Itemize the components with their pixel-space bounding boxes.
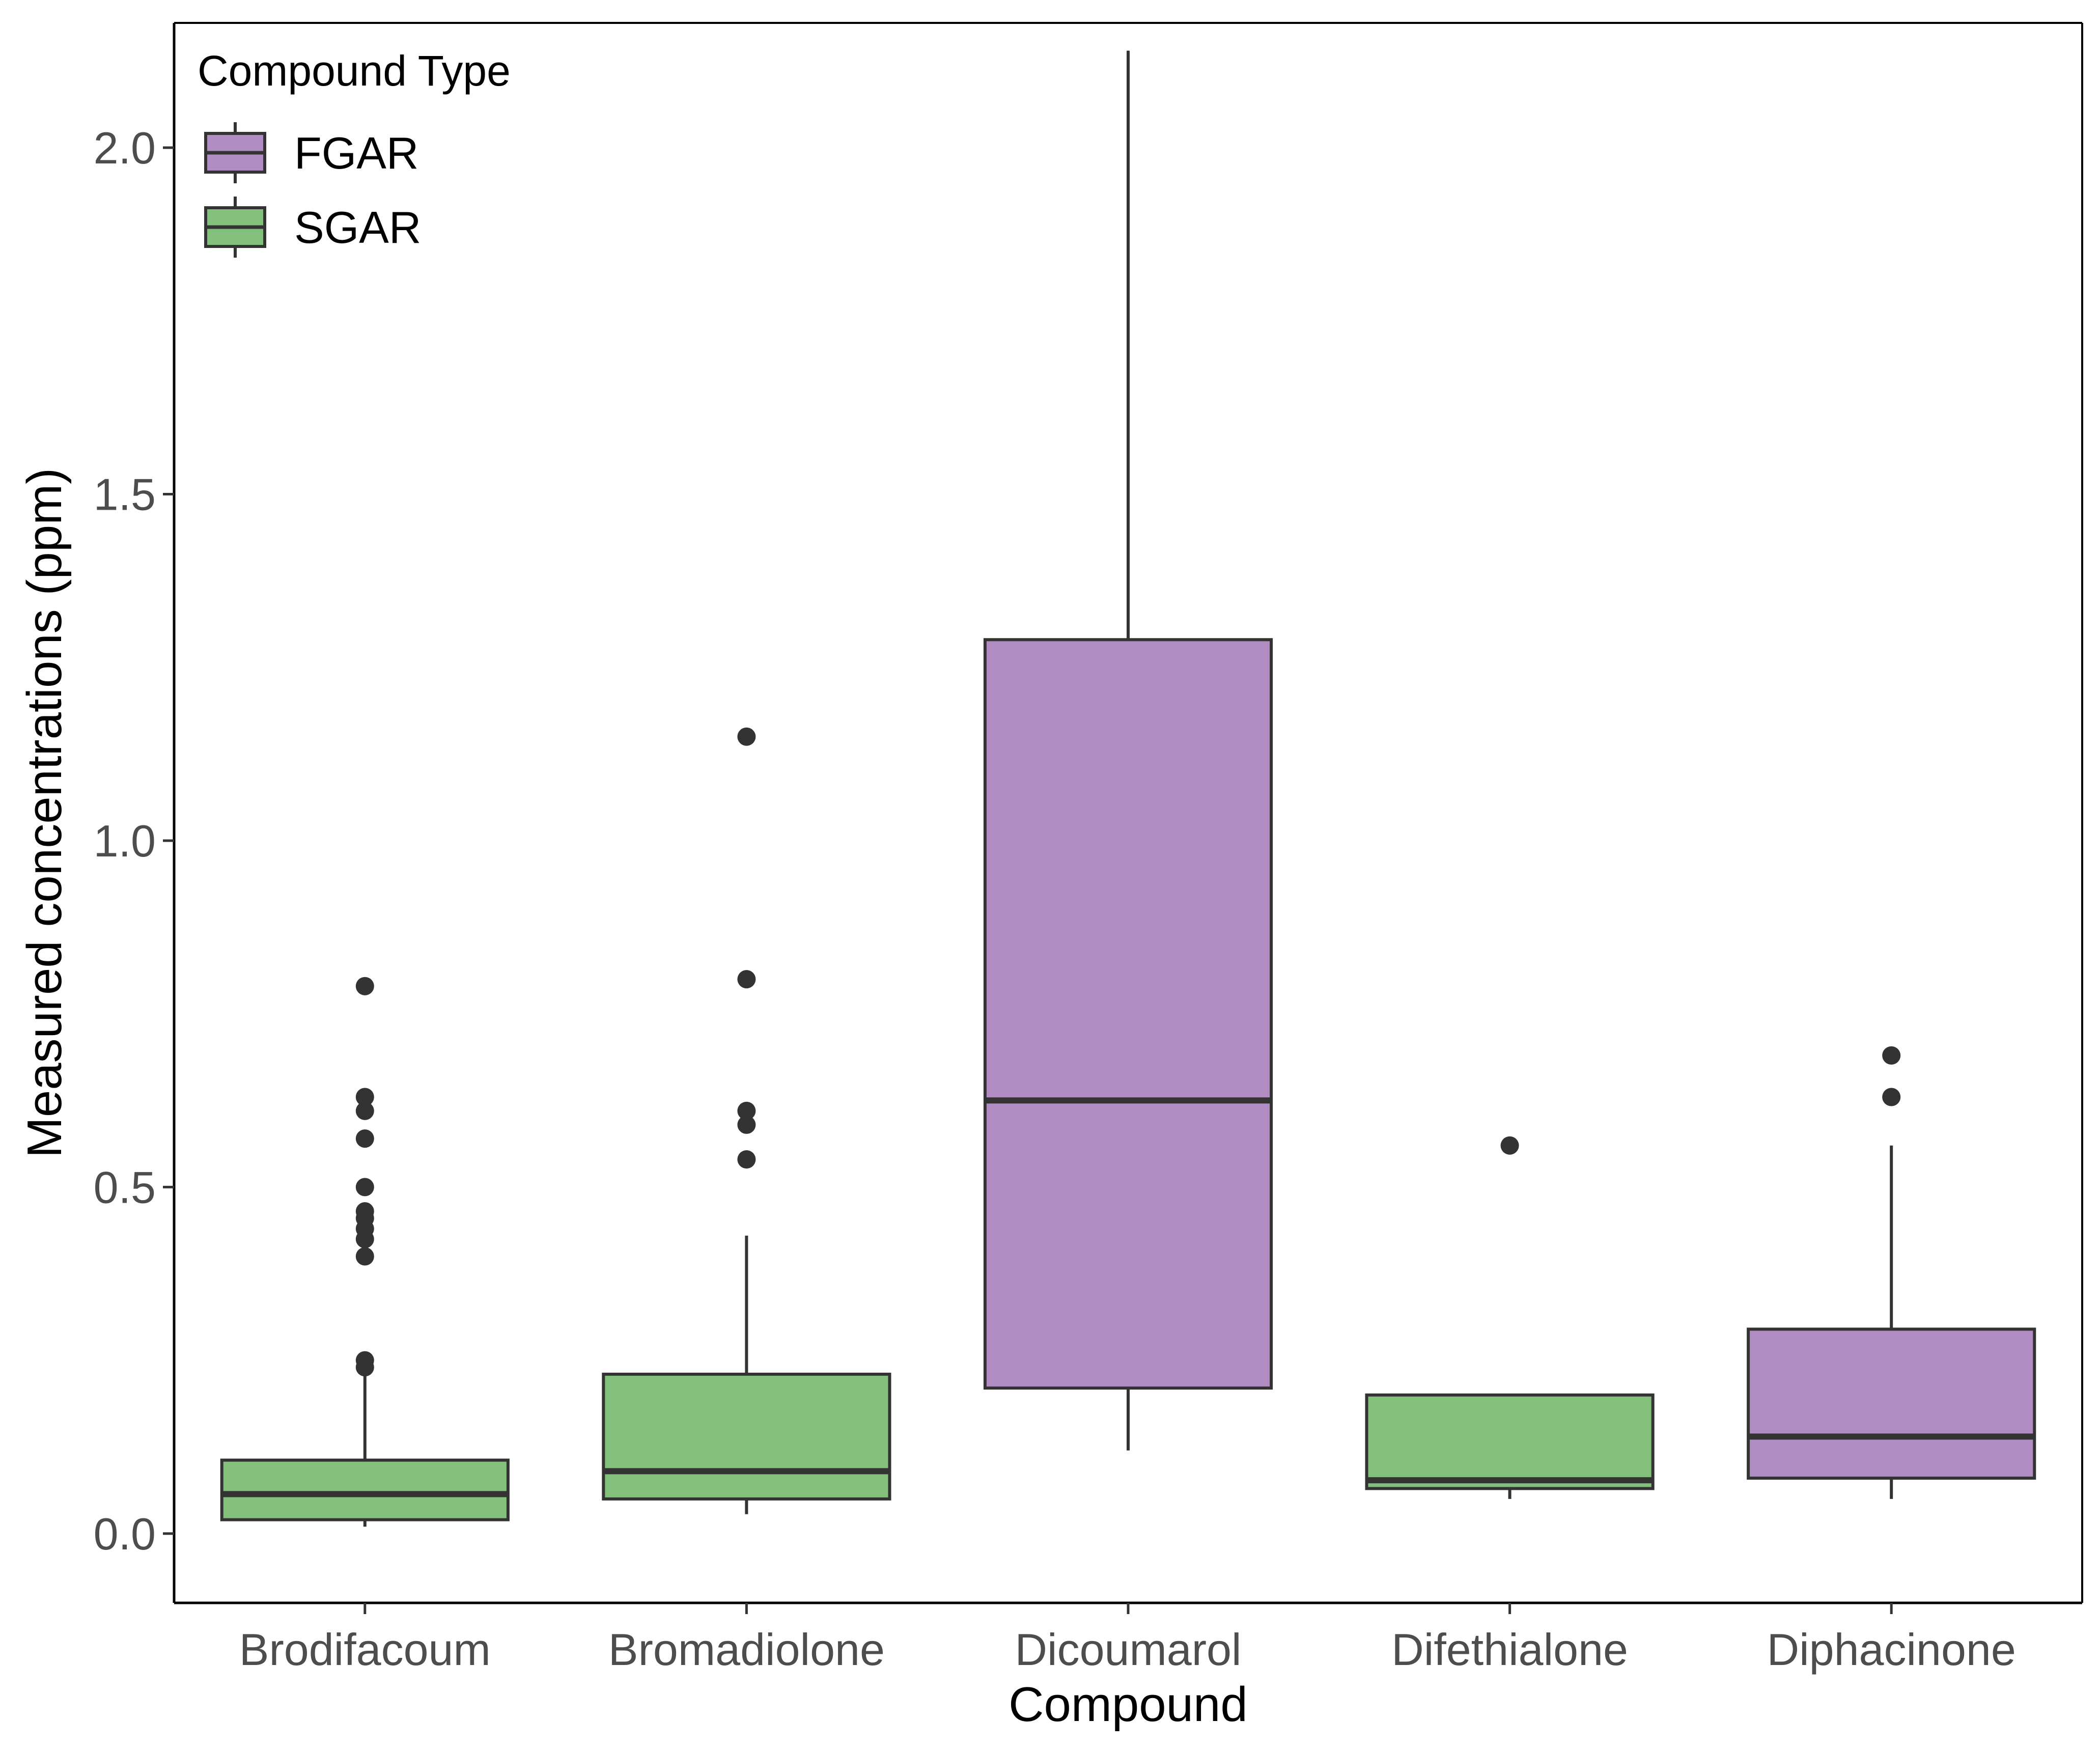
x-tick-label: Diphacinone (1767, 1624, 2016, 1675)
outlier-point (737, 727, 756, 746)
outlier-point (1882, 1088, 1901, 1106)
y-tick-label: 1.0 (94, 816, 156, 866)
outlier-point (355, 1101, 374, 1120)
outlier-point (355, 1178, 374, 1197)
outlier-point (737, 1150, 756, 1169)
legend-label: SGAR (294, 202, 421, 253)
outlier-point (737, 1115, 756, 1134)
legend-item-fgar: FGAR (204, 122, 418, 183)
outlier-point (355, 1230, 374, 1248)
x-tick-label: Difethialone (1391, 1624, 1628, 1675)
box-dicoumarol (983, 50, 1273, 1451)
box-brodifacoum (220, 977, 510, 1527)
x-tick-label: Bromadiolone (608, 1624, 885, 1675)
outlier-point (1500, 1136, 1519, 1155)
y-tick-label: 2.0 (94, 123, 156, 173)
box-diphacinone (1747, 1046, 2036, 1499)
x-tick-label: Dicoumarol (1015, 1624, 1241, 1675)
iqr-box (1747, 1327, 2036, 1480)
axes: 0.0 0.5 1.0 1.5 2.0 Brodifacoum Bromadiolone Di… (94, 22, 2083, 1675)
y-tick-label: 0.5 (94, 1162, 156, 1212)
outlier-point (355, 1358, 374, 1377)
outlier-point (355, 1247, 374, 1266)
box-bromadiolone (602, 727, 891, 1514)
y-axis-title: Measured concentrations (ppm) (17, 468, 72, 1158)
outlier-point (1882, 1046, 1901, 1065)
outlier-point (737, 970, 756, 989)
box-difethialone (1365, 1136, 1655, 1499)
outlier-point (355, 1129, 374, 1148)
iqr-box (1365, 1393, 1655, 1490)
x-axis-title: Compound (1009, 1677, 1248, 1732)
outlier-point (355, 977, 374, 995)
x-tick-label: Brodifacoum (239, 1624, 491, 1675)
y-tick-label: 0.0 (94, 1509, 156, 1559)
outlier-point (737, 1101, 756, 1120)
legend-label: FGAR (294, 128, 418, 178)
legend: Compound Type FGAR SGAR (198, 47, 511, 258)
y-tick-label: 1.5 (94, 469, 156, 519)
iqr-box (220, 1458, 510, 1521)
legend-item-sgar: SGAR (204, 197, 421, 258)
legend-title: Compound Type (198, 47, 511, 95)
outlier-point (355, 1088, 374, 1106)
plot-area (220, 50, 2036, 1527)
iqr-box (602, 1372, 891, 1501)
iqr-box (983, 638, 1273, 1390)
